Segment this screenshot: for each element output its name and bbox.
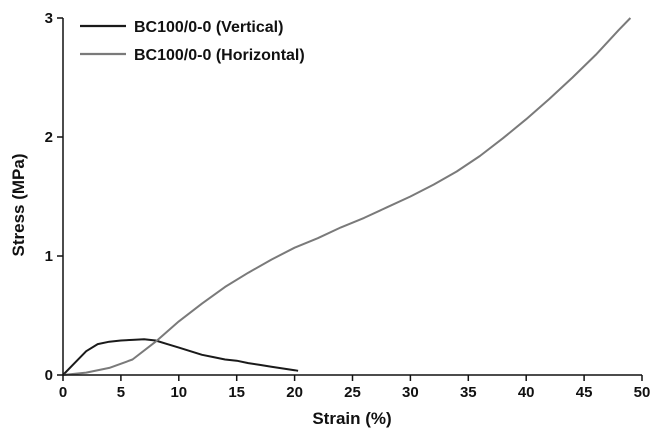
x-tick-label: 40 xyxy=(518,384,535,401)
y-axis-label: Stress (MPa) xyxy=(9,154,28,257)
x-axis-label: Strain (%) xyxy=(312,409,391,428)
plot-area xyxy=(62,17,632,376)
legend-label-horizontal: BC100/0-0 (Horizontal) xyxy=(134,47,305,64)
x-tick-label: 45 xyxy=(576,384,593,401)
x-tick-label: 15 xyxy=(228,384,245,401)
x-tick-label: 20 xyxy=(286,384,303,401)
x-tick-label: 30 xyxy=(402,384,419,401)
legend-label-vertical: BC100/0-0 (Vertical) xyxy=(134,19,283,36)
x-tick-label: 35 xyxy=(460,384,477,401)
y-tick-label: 2 xyxy=(45,129,53,146)
y-tick-label: 1 xyxy=(45,248,53,265)
x-ticks: 0 5 10 15 20 25 30 35 40 45 50 xyxy=(59,375,651,401)
series-line-vertical xyxy=(62,338,299,376)
series-line-horizontal xyxy=(62,17,632,376)
x-tick-label: 25 xyxy=(344,384,361,401)
x-tick-label: 5 xyxy=(117,384,125,401)
y-ticks: 0 1 2 3 xyxy=(45,10,63,384)
x-tick-label: 50 xyxy=(634,384,651,401)
x-tick-label: 0 xyxy=(59,384,67,401)
x-tick-label: 10 xyxy=(170,384,187,401)
y-tick-label: 0 xyxy=(45,367,53,384)
y-tick-label: 3 xyxy=(45,10,53,27)
legend: BC100/0-0 (Vertical) BC100/0-0 (Horizont… xyxy=(80,19,305,64)
